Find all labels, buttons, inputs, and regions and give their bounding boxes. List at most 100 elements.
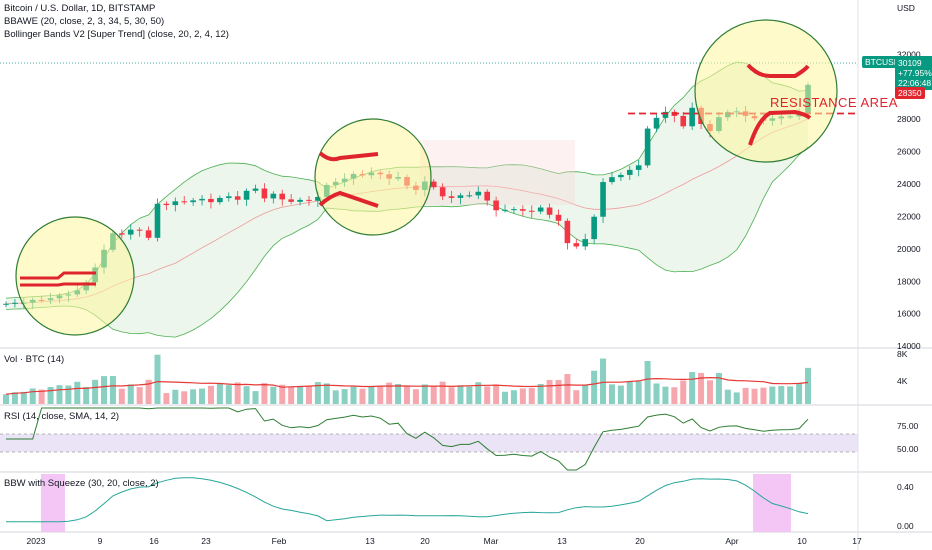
price-tick: 22000	[897, 211, 921, 221]
volume-bar	[715, 373, 722, 404]
volume-bar	[181, 391, 188, 404]
volume-bar	[207, 385, 214, 404]
volume-bar	[421, 384, 428, 404]
volume-bar	[537, 384, 544, 404]
volume-bar	[145, 379, 152, 404]
volume-bar	[395, 384, 402, 404]
volume-bar	[368, 386, 375, 404]
squeeze-marker-lower	[20, 271, 96, 280]
volume-bar	[261, 383, 268, 404]
candle-body	[261, 188, 268, 199]
volume-bar	[662, 386, 669, 404]
volume-bar	[47, 387, 54, 404]
volume-bar	[671, 387, 678, 404]
time-tick: 23	[201, 536, 211, 546]
time-tick: 16	[149, 536, 159, 546]
squeeze-marker-upper	[318, 151, 379, 162]
volume-bar	[502, 391, 509, 404]
candle-body	[172, 201, 179, 206]
volume-bar	[475, 382, 482, 404]
volume-bar	[163, 393, 170, 404]
volume-bar	[457, 385, 464, 404]
symbol-title: Bitcoin / U.S. Dollar, 1D, BITSTAMP	[4, 3, 156, 14]
volume-tick: 4K	[897, 376, 908, 386]
candle-body	[279, 193, 286, 200]
squeeze-zone	[41, 474, 65, 532]
volume-bar	[3, 394, 9, 404]
rsi-tick: 75.00	[897, 421, 919, 431]
candle-body	[234, 196, 241, 200]
squeeze-marker-upper	[746, 63, 810, 78]
volume-bar	[564, 374, 571, 404]
candle-body	[297, 199, 303, 202]
candle-body	[653, 117, 660, 129]
volume-bar	[742, 387, 749, 404]
time-tick: 13	[557, 536, 567, 546]
volume-bar	[448, 387, 455, 404]
bbw-legend: BBW with Squeeze (30, 20, close, 2)	[4, 478, 159, 489]
volume-bar	[252, 391, 259, 404]
squeeze-marker-lower	[318, 190, 379, 208]
squeeze-marker-lower	[748, 109, 812, 146]
time-tick: Mar	[484, 536, 499, 546]
volume-bar	[20, 391, 27, 404]
price-tick: 20000	[897, 244, 921, 254]
volume-bar	[305, 385, 312, 404]
bbw-tick: 0.40	[897, 482, 914, 492]
volume-bar	[528, 388, 535, 404]
candle-body	[618, 174, 624, 178]
rsi-label: RSI (14, close, SMA, 14, 2)	[4, 411, 120, 422]
volume-bar	[787, 386, 794, 404]
price-tick: 18000	[897, 276, 921, 286]
candle-body	[3, 303, 9, 305]
candle-body	[582, 239, 589, 247]
volume-bar	[573, 390, 580, 404]
indicator-legend: BBAWE (20, close, 2, 3, 34, 5, 30, 50)	[4, 16, 164, 27]
symbol-tag: BTCUSD	[862, 56, 903, 68]
volume-bar	[83, 386, 90, 404]
squeeze-marker-upper	[20, 282, 96, 287]
time-axis: 2023 9 16 23 Feb 13 20 Mar 13 20 Apr 10 17	[27, 536, 862, 546]
volume-bar	[430, 385, 437, 404]
last-price-tag: 30109 +77.95% 22:06:48	[895, 56, 932, 90]
volume-bar	[733, 392, 740, 404]
volume-bar	[644, 361, 651, 404]
volume-bar	[760, 387, 767, 404]
candle-body	[511, 209, 517, 211]
time-tick: 20	[635, 536, 645, 546]
price-tick: 24000	[897, 179, 921, 189]
bar-countdown: 22:06:48	[898, 78, 932, 88]
volume-bar	[127, 384, 134, 404]
resistance-price-tag: 28350	[895, 87, 925, 99]
candle-body	[591, 216, 597, 240]
candle-body	[528, 210, 535, 212]
candle-body	[225, 196, 232, 198]
bearish-band-zone	[420, 140, 575, 205]
candle-body	[136, 229, 143, 231]
volume-bar	[288, 386, 295, 404]
candle-body	[439, 187, 446, 197]
volume-bar	[350, 386, 357, 404]
price-tick: 28000	[897, 114, 921, 124]
candle-body	[315, 196, 321, 201]
volume-bar	[484, 386, 491, 404]
volume-bar	[519, 388, 526, 404]
volume-tick: 8K	[897, 349, 908, 359]
candle-body	[243, 190, 250, 200]
volume-bar	[323, 383, 330, 404]
candle-body	[12, 302, 18, 304]
volume-bar	[510, 390, 517, 404]
candle-body	[252, 188, 259, 191]
candle-body	[270, 193, 277, 199]
volume-bar	[412, 389, 419, 404]
volume-bar	[591, 370, 598, 404]
volume-label: Vol · BTC (14)	[4, 354, 65, 365]
volume-bar	[377, 386, 384, 404]
volume-bar	[270, 386, 277, 404]
candle-body	[127, 229, 134, 235]
volume-bar	[466, 386, 473, 404]
time-tick: 10	[797, 536, 807, 546]
candle-body	[145, 230, 152, 238]
volume-bar	[225, 385, 232, 404]
volume-bar	[154, 354, 161, 404]
